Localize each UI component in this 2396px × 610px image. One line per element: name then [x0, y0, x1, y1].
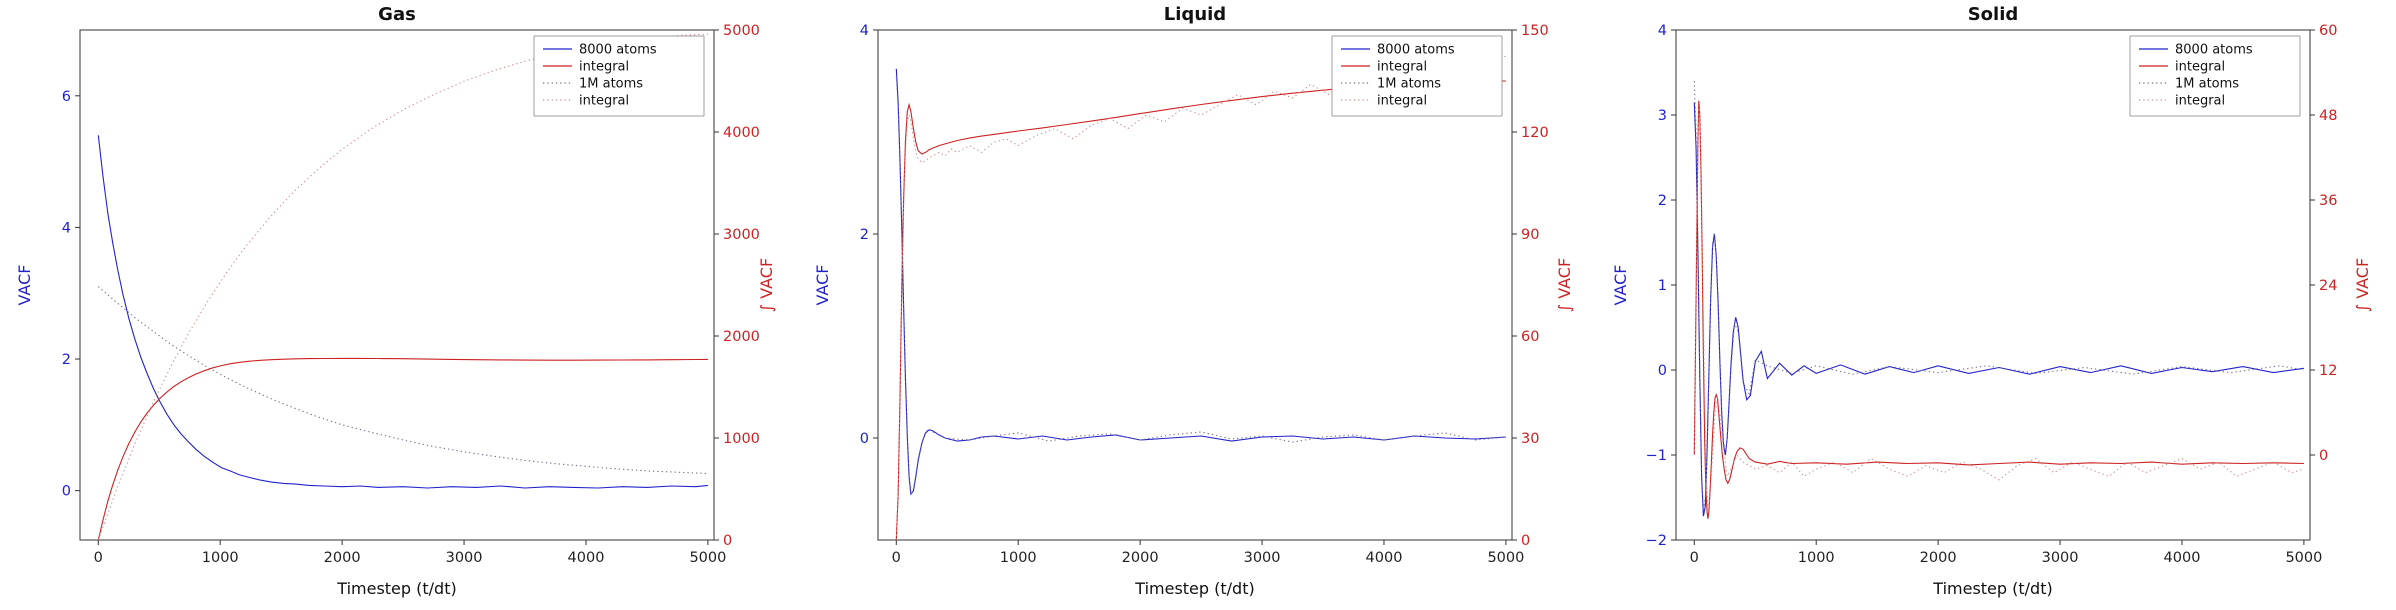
x-tick-label: 3000 [1244, 550, 1281, 566]
y-left-tick-label: 2 [1658, 193, 1667, 209]
series-1m-atoms-dotted-line [1693, 80, 2304, 511]
legend-label: 1M atoms [1377, 77, 1441, 92]
y-right-axis-label: ∫ VACF [2353, 258, 2372, 312]
x-tick-label: 3000 [446, 550, 483, 566]
series-integral-dotted-line [1693, 107, 2305, 512]
plot-frame [877, 29, 1513, 541]
y-right-tick-label: 3000 [723, 227, 760, 243]
liquid-chart: 0 1000 2000 3000 4000 50000240306090120150Liq… [813, 4, 1574, 598]
y-right-tick-label: 150 [1521, 23, 1549, 39]
x-tick-label: 3000 [2042, 550, 2079, 566]
plot-frame [79, 29, 715, 541]
y-left-tick-label: 4 [62, 220, 71, 236]
chart-title: Solid [1968, 4, 2019, 25]
legend-label: 1M atoms [2175, 77, 2239, 92]
y-right-axis-label: ∫ VACF [757, 258, 776, 312]
series-1m-atoms-dotted-line [895, 75, 1506, 496]
x-tick-label: 5000 [689, 550, 726, 566]
y-right-tick-label: 0 [723, 533, 732, 549]
series-integral-dotted-line [895, 46, 1507, 540]
series-1m-atoms-dotted-line [97, 286, 708, 475]
gas-panel: 0 1000 2000 3000 4000 5000 0 2 4 6 0 1000 2000 3000 40… [0, 0, 798, 610]
x-axis-label: Timestep (t/dt) [1932, 579, 2052, 598]
legend-label: integral [579, 60, 629, 75]
x-tick-label: 5000 [2285, 550, 2322, 566]
y-left-tick-label: 2 [62, 352, 71, 368]
y-right-tick-label: 12 [2319, 363, 2337, 379]
chart-title: Liquid [1164, 4, 1226, 25]
y-left-tick-label: 0 [62, 484, 71, 500]
y-left-tick-label: 0 [860, 431, 869, 447]
x-tick-label: 2000 [1122, 550, 1159, 566]
legend-label: 8000 atoms [579, 43, 657, 58]
x-tick-label: 0 [892, 550, 901, 566]
y-left-tick-label: 1 [1658, 278, 1667, 294]
y-left-tick-label: 2 [860, 227, 869, 243]
y-right-tick-label: 90 [1521, 227, 1539, 243]
y-left-axis-label: VACF [1611, 265, 1630, 306]
solid-panel: 0 1000 2000 3000 4000 5000 −2 −1 0 1 2 3 4 0 12 24 36 48 6… [1596, 0, 2394, 610]
legend-label: integral [579, 94, 629, 109]
y-left-axis-label: VACF [813, 265, 832, 306]
y-left-tick-label: 0 [1658, 363, 1667, 379]
y-right-tick-label: 24 [2319, 278, 2337, 294]
y-right-axis-label: ∫ VACF [1555, 258, 1574, 312]
x-tick-label: 5000 [1487, 550, 1524, 566]
legend-label: 8000 atoms [2175, 43, 2253, 58]
y-right-tick-label: 5000 [723, 23, 760, 39]
y-left-tick-label: 3 [1658, 108, 1667, 124]
y-left-tick-label: −1 [1646, 448, 1667, 464]
x-tick-label: 1000 [202, 550, 239, 566]
x-tick-label: 4000 [568, 550, 605, 566]
legend-label: integral [1377, 60, 1427, 75]
legend-label: integral [2175, 94, 2225, 109]
series-integral-solid-line [1693, 100, 2304, 519]
y-right-tick-label: 4000 [723, 125, 760, 141]
x-tick-label: 1000 [1798, 550, 1835, 566]
y-left-axis-label: VACF [15, 265, 34, 306]
series-8000-atoms-solid-line [97, 135, 708, 489]
y-right-tick-label: 2000 [723, 329, 760, 345]
legend: 8000 atoms integral 1M atoms integral [1331, 35, 1503, 117]
legend-label: integral [1377, 94, 1427, 109]
x-tick-label: 0 [1690, 550, 1699, 566]
legend: 8000 atoms integral 1M atoms integral [533, 35, 705, 117]
y-right-tick-label: 36 [2319, 193, 2337, 209]
legend-label: integral [2175, 60, 2225, 75]
liquid-panel: 0 1000 2000 3000 4000 5000 0 2 4 0 30 60 90 120 150 Liq… [798, 0, 1596, 610]
legend: 8000 atoms integral 1M atoms integral [2129, 35, 2301, 117]
series-integral-solid-line [97, 357, 708, 540]
y-right-tick-label: 60 [1521, 329, 1539, 345]
series-8000-atoms-solid-line [1693, 102, 2304, 517]
y-left-tick-label: −2 [1646, 533, 1667, 549]
y-left-tick-label: 4 [1658, 23, 1667, 39]
y-right-tick-label: 0 [1521, 533, 1530, 549]
y-right-tick-label: 1000 [723, 431, 760, 447]
series-integral-dotted-line [97, 33, 708, 540]
legend-label: 8000 atoms [1377, 43, 1455, 58]
x-tick-label: 4000 [1366, 550, 1403, 566]
x-axis-label: Timestep (t/dt) [336, 579, 456, 598]
x-tick-label: 4000 [2164, 550, 2201, 566]
series-8000-atoms-solid-line [895, 68, 1506, 496]
x-axis-label: Timestep (t/dt) [1134, 579, 1254, 598]
x-tick-label: 2000 [324, 550, 361, 566]
y-right-tick-label: 48 [2319, 108, 2337, 124]
y-left-tick-label: 4 [860, 23, 869, 39]
x-tick-label: 2000 [1920, 550, 1957, 566]
x-tick-label: 0 [94, 550, 103, 566]
y-right-tick-label: 120 [1521, 125, 1549, 141]
gas-chart: 0 1000 2000 3000 4000 50000246010002000300040… [15, 4, 776, 598]
series-integral-solid-line [895, 80, 1506, 540]
x-tick-label: 1000 [1000, 550, 1037, 566]
y-right-tick-label: 0 [2319, 448, 2328, 464]
y-right-tick-label: 60 [2319, 23, 2337, 39]
y-left-tick-label: 6 [62, 89, 71, 105]
chart-title: Gas [378, 4, 416, 25]
legend-label: 1M atoms [579, 77, 643, 92]
y-right-tick-label: 30 [1521, 431, 1539, 447]
solid-chart: 0 1000 2000 3000 4000 5000−2−1012340122436486… [1611, 4, 2372, 598]
